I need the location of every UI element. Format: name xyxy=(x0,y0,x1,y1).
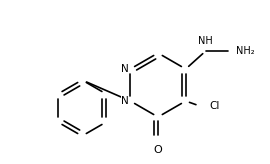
Text: O: O xyxy=(154,145,162,155)
Text: NH: NH xyxy=(198,36,213,46)
Text: Cl: Cl xyxy=(210,101,220,111)
Text: N: N xyxy=(120,96,128,106)
Text: NH₂: NH₂ xyxy=(236,46,254,56)
Text: N: N xyxy=(120,64,128,74)
